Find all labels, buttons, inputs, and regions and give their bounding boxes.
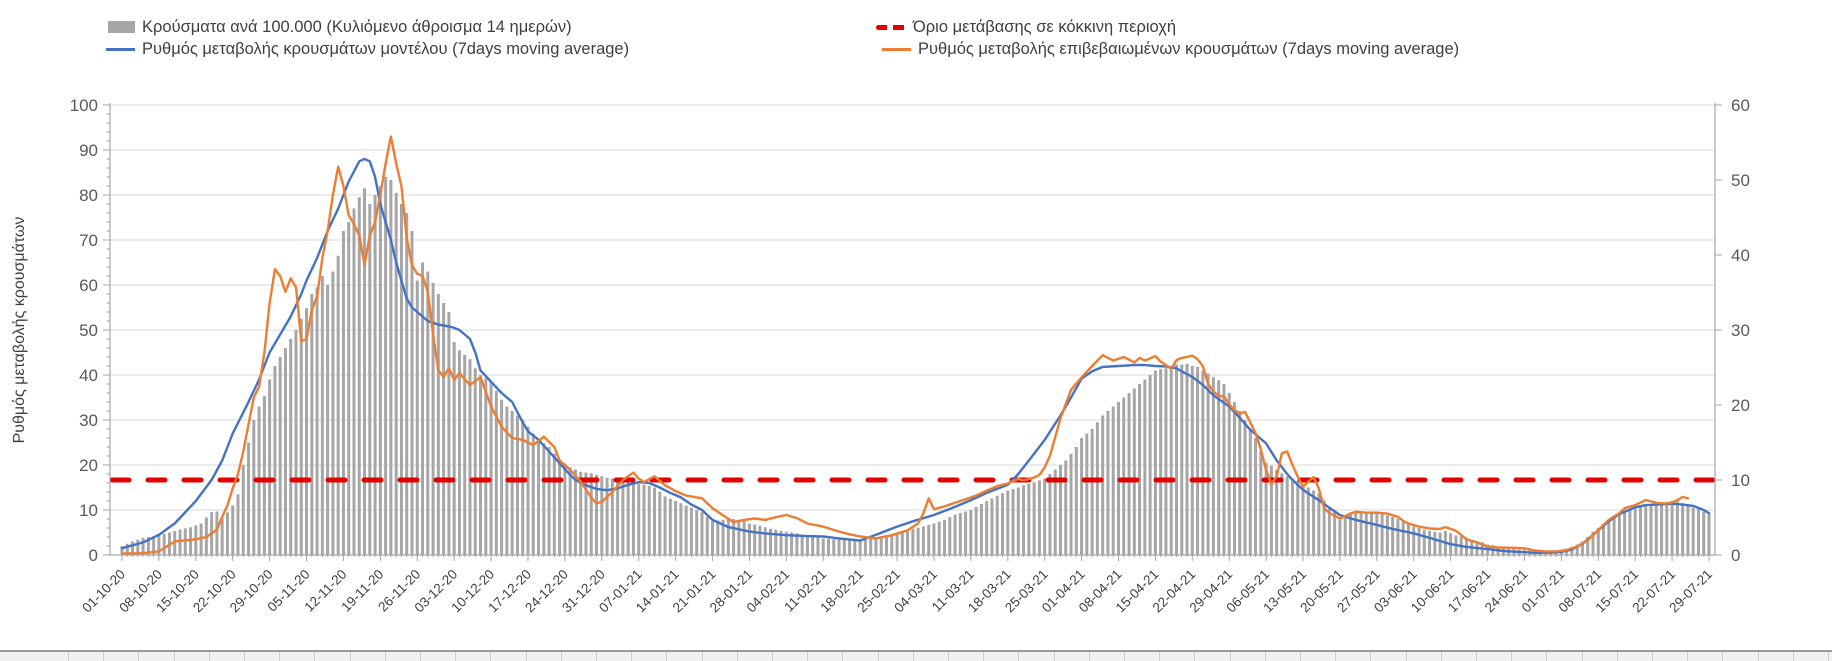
worksheet-row-strip: [0, 652, 1832, 661]
worksheet-cell-border: [103, 652, 105, 661]
worksheet-cell-border: [1405, 652, 1407, 661]
worksheet-cell-border: [490, 652, 492, 661]
worksheet-cell-border: [1792, 652, 1794, 661]
worksheet-cell-border: [1300, 652, 1301, 661]
worksheet-cell-border: [1476, 652, 1477, 661]
worksheet-cell-border: [68, 652, 69, 661]
worksheet-cell-border: [1264, 652, 1266, 661]
legend-model-label: Ρυθμός μεταβολής κρουσμάτων μοντέλου (7d…: [142, 39, 630, 58]
worksheet-cell-border: [1053, 652, 1055, 661]
confirmed-line-swatch: [882, 47, 911, 51]
worksheet-cell-border: [666, 652, 668, 661]
right-axis-tick-label: 0: [1731, 546, 1740, 565]
worksheet-cell-border: [701, 652, 703, 661]
worksheet-cell-border: [1687, 652, 1689, 661]
confirmed-line: [120, 135, 1690, 555]
worksheet-cell-border: [244, 652, 245, 661]
legend-item-threshold: Όριο μετάβασης σε κόκκινη περιοχή: [876, 16, 1176, 38]
right-axis-tick-label: 40: [1731, 246, 1750, 265]
worksheet-cell-border: [1652, 652, 1653, 661]
left-axis-tick-label: 80: [79, 186, 98, 205]
gridlines: [110, 104, 1715, 511]
worksheet-cell-border: [877, 652, 879, 661]
left-axis-tick-label: 70: [79, 231, 98, 250]
left-axis-tick-label: 40: [79, 366, 98, 385]
worksheet-cell-border: [314, 652, 316, 661]
right-axis-tick-label: 10: [1731, 471, 1750, 490]
legend-item-confirmed: Ρυθμός μεταβολής επιβεβαιωμένων κρουσμάτ…: [882, 38, 1459, 60]
worksheet-cell-border: [560, 652, 562, 661]
left-axis-tick-label: 0: [89, 546, 98, 565]
left-axis-tick-label: 100: [70, 96, 98, 115]
right-axis-tick-label: 30: [1731, 321, 1750, 340]
worksheet-cell-border: [279, 652, 281, 661]
worksheet-cell-border: [349, 652, 351, 661]
legend-threshold-label: Όριο μετάβασης σε κόκκινη περιοχή: [913, 17, 1177, 36]
worksheet-cell-border: [1088, 652, 1090, 661]
worksheet-cell-border: [1546, 652, 1548, 661]
worksheet-cell-border: [736, 652, 738, 661]
worksheet-cell-border: [1370, 652, 1372, 661]
left-axis-tick-label: 50: [79, 321, 98, 340]
chart-legend: Κρούσματα ανά 100.000 (Κυλιόμενο άθροισμ…: [0, 10, 1832, 62]
worksheet-cell-border: [948, 652, 949, 661]
worksheet-cell-border: [420, 652, 421, 661]
model-line-swatch: [106, 47, 135, 51]
worksheet-cell-border: [842, 652, 844, 661]
bars-swatch: [108, 21, 135, 33]
left-axis-tick-label: 60: [79, 276, 98, 295]
worksheet-cell-border: [1124, 652, 1125, 661]
worksheet-cell-border: [983, 652, 985, 661]
legend-item-bars: Κρούσματα ανά 100.000 (Κυλιόμενο άθροισμ…: [108, 16, 572, 38]
worksheet-cell-border: [455, 652, 457, 661]
y-axis-title: Ρυθμός μεταβολής κρουσμάτων: [11, 217, 28, 444]
worksheet-cell-border: [596, 652, 597, 661]
worksheet-cell-border: [384, 652, 386, 661]
threshold-dash-swatch: [876, 24, 906, 30]
worksheet-cell-border: [208, 652, 210, 661]
legend-bars-label: Κρούσματα ανά 100.000 (Κυλιόμενο άθροισμ…: [142, 17, 572, 36]
worksheet-cell-border: [1511, 652, 1513, 661]
left-axis-tick-label: 20: [79, 456, 98, 475]
worksheet-cell-border: [138, 652, 140, 661]
legend-item-model: Ρυθμός μεταβολής κρουσμάτων μοντέλου (7d…: [106, 38, 629, 60]
left-axis-tick-label: 90: [79, 141, 98, 160]
worksheet-cell-border: [807, 652, 809, 661]
worksheet-cell-border: [1757, 652, 1759, 661]
legend-confirmed-label: Ρυθμός μεταβολής επιβεβαιωμένων κρουσμάτ…: [918, 39, 1460, 58]
worksheet-cell-border: [525, 652, 527, 661]
worksheet-cell-border: [1159, 652, 1161, 661]
right-axis-tick-label: 20: [1731, 396, 1750, 415]
worksheet-cell-border: [1440, 652, 1442, 661]
worksheet-divider: [0, 650, 1832, 652]
worksheet-cell-border: [1722, 652, 1724, 661]
model-line: [120, 157, 1711, 554]
worksheet-cell-border: [912, 652, 914, 661]
worksheet-cell-border: [772, 652, 773, 661]
bars-series: [120, 177, 1711, 556]
worksheet-cell-border: [631, 652, 633, 661]
worksheet-cell-border: [1229, 652, 1231, 661]
left-axis-tick-label: 30: [79, 411, 98, 430]
worksheet-cell-border: [173, 652, 175, 661]
worksheet-cell-border: [1018, 652, 1020, 661]
worksheet-cell-border: [1335, 652, 1337, 661]
worksheet-cell-border: [1616, 652, 1618, 661]
worksheet-cell-border: [1581, 652, 1583, 661]
left-axis-tick-label: 10: [79, 501, 98, 520]
right-axis-tick-label: 50: [1731, 171, 1750, 190]
worksheet-cell-border: [1194, 652, 1196, 661]
worksheet-cell-border: [1828, 652, 1829, 661]
right-axis-tick-label: 60: [1731, 96, 1750, 115]
